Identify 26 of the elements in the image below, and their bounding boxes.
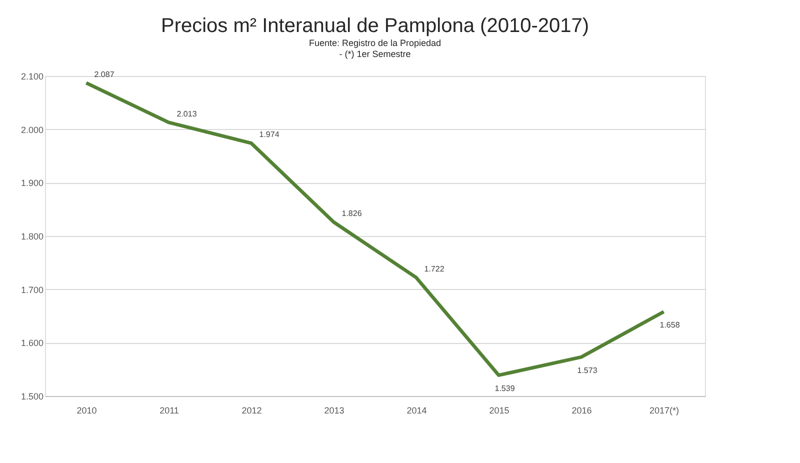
text: - (*) 1er Semestre	[339, 48, 411, 59]
data-label: 1.658	[660, 320, 680, 330]
data-label: 1.974	[259, 130, 280, 140]
x-tick-label: 2015	[489, 406, 510, 416]
y-tick-label: 1.500	[20, 392, 44, 402]
data-label: 1.539	[494, 384, 516, 394]
data-label: 1.722	[424, 264, 445, 274]
y-tick-label: 1.600	[20, 338, 44, 348]
x-tick-label: 2010	[76, 406, 97, 416]
chart-title: Precios m² Interanual de Pamplona (2010-2017)	[160, 14, 590, 37]
y-tick-label: 2.000	[20, 124, 44, 135]
x-tick-label: 2014	[406, 406, 427, 416]
x-tick-label: 2013	[324, 406, 344, 416]
data-label: 1.826	[342, 209, 362, 218]
x-tick-label: 2016	[572, 406, 592, 416]
y-tick-label: 1.700	[20, 284, 44, 295]
y-tick-label: 1.900	[20, 178, 44, 188]
data-label: 2.087	[94, 70, 115, 79]
data-label: 1.573	[577, 366, 598, 376]
x-tick-label: 2017(*)	[649, 406, 680, 416]
x-tick-label: 2012	[242, 406, 262, 416]
y-tick-label: 1.800	[20, 232, 44, 242]
chart-subtitle: Fuente: Registro de la Propiedad	[308, 38, 442, 48]
data-label: 2.013	[176, 109, 198, 118]
x-tick-label: 2011	[160, 406, 179, 416]
y-tick-label: 2.100	[20, 72, 44, 82]
